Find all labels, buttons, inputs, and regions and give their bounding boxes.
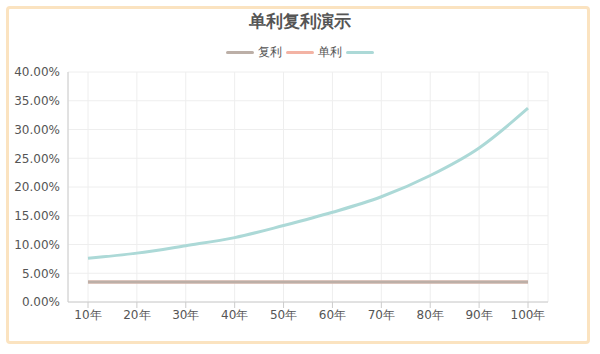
svg-text:20.00%: 20.00% [14, 180, 60, 194]
svg-text:10.00%: 10.00% [14, 238, 60, 252]
svg-text:100年: 100年 [511, 308, 546, 322]
svg-text:30年: 30年 [172, 308, 199, 322]
svg-text:15.00%: 15.00% [14, 209, 60, 223]
svg-text:20年: 20年 [123, 308, 150, 322]
svg-text:25.00%: 25.00% [14, 152, 60, 166]
html-text:单利: 单利 [318, 45, 342, 59]
svg-text:40.00%: 40.00% [14, 65, 60, 79]
svg-text:5.00%: 5.00% [22, 267, 60, 281]
svg-text:0.00%: 0.00% [22, 295, 60, 309]
svg-text:50年: 50年 [270, 308, 297, 322]
html-text:复利: 复利 [258, 45, 282, 59]
svg-text:10年: 10年 [74, 308, 101, 322]
svg-text:90年: 90年 [465, 308, 492, 322]
svg-text:35.00%: 35.00% [14, 94, 60, 108]
html-text:单利复利演示: 单利复利演示 [249, 11, 351, 31]
svg-text:30.00%: 30.00% [14, 123, 60, 137]
svg-text:70年: 70年 [368, 308, 395, 322]
svg-text:60年: 60年 [319, 308, 346, 322]
svg-text:80年: 80年 [417, 308, 444, 322]
svg-text:40年: 40年 [221, 308, 248, 322]
